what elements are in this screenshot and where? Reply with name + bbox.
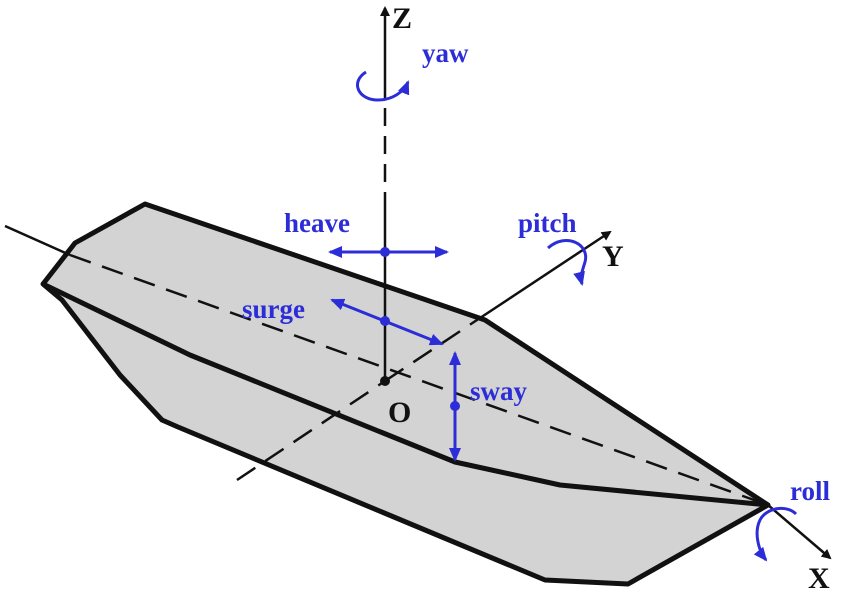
pitch-arrow [547,239,588,286]
origin-label: O [388,396,411,429]
pitch-label: pitch [518,208,577,238]
x-axis [4,224,832,560]
yaw-arrow [356,70,410,102]
y-axis [236,230,612,482]
sway-arrow [449,351,461,462]
yaw-label: yaw [422,38,469,68]
hull [40,201,771,587]
roll-arrow [753,506,798,562]
origin-point [380,376,390,386]
sway-label: sway [470,376,528,406]
hull-chine-line [41,281,769,508]
surge-label: surge [242,294,305,324]
heave-label: heave [284,208,350,238]
surge-arrow [330,298,444,346]
z-axis-label: Z [392,2,412,35]
hull-outline [40,201,771,587]
heave-arrow [328,246,449,258]
x-axis-label: X [808,562,830,592]
y-axis-label: Y [602,240,624,273]
roll-label: roll [790,476,830,506]
